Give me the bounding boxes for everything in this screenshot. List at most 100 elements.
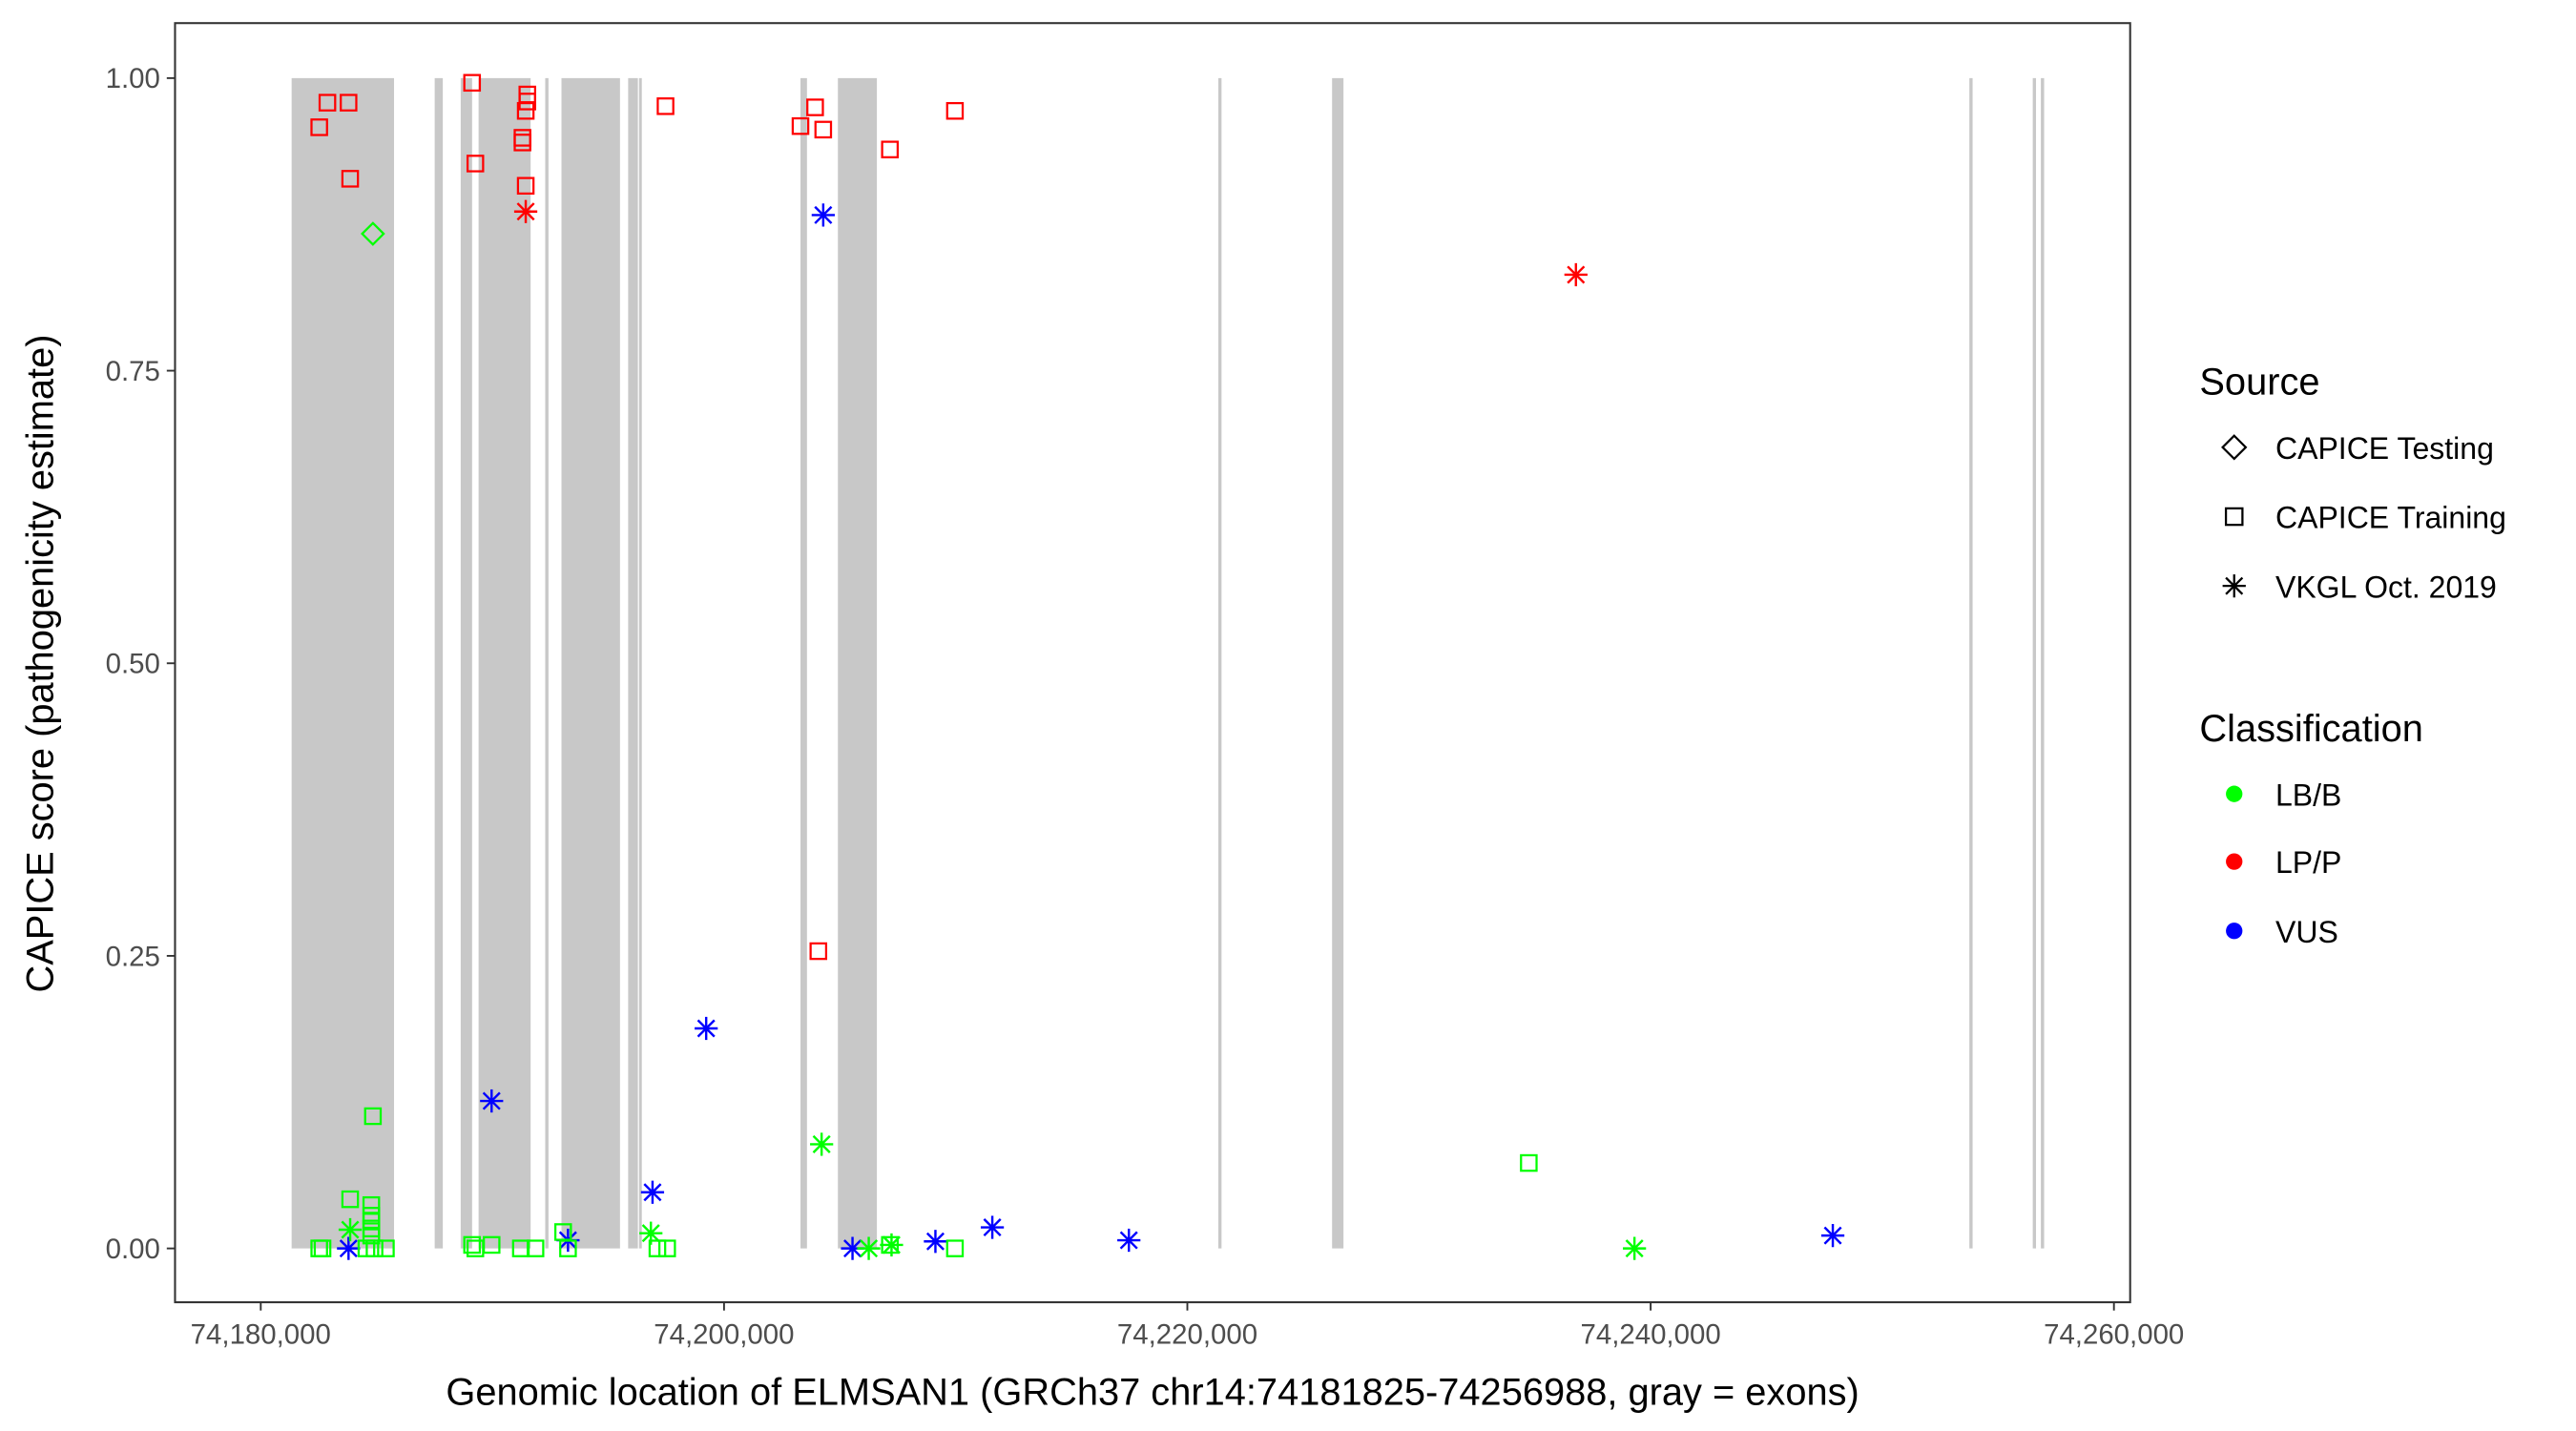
y-tick-label: 0.25 — [106, 941, 160, 972]
vkgl-asterisk-point — [980, 1215, 1005, 1239]
y-axis-title: CAPICE score (pathogenicity estimate) — [19, 335, 61, 993]
green-dot-icon — [2226, 785, 2243, 802]
x-tick-label: 74,220,000 — [1117, 1318, 1257, 1350]
exon-band — [460, 77, 472, 1249]
exon-bands — [291, 77, 2045, 1249]
asterisk-icon — [2222, 574, 2246, 598]
exon-band — [2032, 77, 2037, 1249]
training-square-point — [466, 155, 485, 173]
training-square-point — [881, 140, 900, 158]
training-square-point — [881, 1235, 900, 1255]
training-square-point — [365, 1239, 384, 1257]
training-square-point — [313, 1239, 332, 1257]
x-tick-label: 74,180,000 — [191, 1318, 331, 1350]
y-axis: 0.00 0.25 0.50 0.75 1.00 — [106, 63, 176, 1265]
training-square-point — [341, 1190, 360, 1209]
training-square-point — [945, 1239, 965, 1257]
vkgl-asterisk-point — [338, 1217, 363, 1242]
vkgl-asterisk-point — [1623, 1236, 1647, 1260]
x-tick-label: 74,260,000 — [2044, 1318, 2184, 1350]
exon-band — [291, 77, 395, 1249]
vkgl-asterisk-point — [857, 1236, 881, 1260]
training-square-point — [318, 93, 337, 112]
legend-label: CAPICE Training — [2275, 501, 2506, 535]
legend-label: LP/P — [2275, 845, 2341, 880]
exon-band — [1969, 77, 1973, 1249]
exon-band — [638, 77, 642, 1249]
exon-band — [561, 77, 620, 1249]
training-square-point — [945, 101, 965, 120]
x-axis: 74,180,000 74,200,000 74,220,000 74,240,000… — [191, 1302, 2184, 1350]
exon-band — [628, 77, 638, 1249]
legend-label: VUS — [2275, 915, 2338, 949]
training-square-point — [340, 93, 358, 112]
training-square-point — [364, 1107, 383, 1126]
testing-diamond-point — [361, 221, 385, 246]
training-square-point — [656, 97, 675, 115]
training-square-point — [1520, 1153, 1538, 1172]
training-square-point — [463, 73, 482, 93]
legend-item-capice-testing: CAPICE Testing — [2221, 431, 2494, 466]
vkgl-asterisk-point — [695, 1016, 718, 1041]
training-square-point — [559, 1239, 577, 1257]
training-square-point — [814, 120, 833, 139]
y-tick-label: 0.75 — [106, 356, 160, 387]
training-square-point — [518, 85, 536, 104]
legend-item-lb-b: LB/B — [2226, 778, 2341, 812]
training-square-point — [806, 98, 824, 116]
training-square-point — [809, 942, 828, 961]
legend: Source CAPICE Testing CAPICE Training VK… — [2199, 362, 2506, 949]
legend-item-vus: VUS — [2226, 915, 2338, 949]
vkgl-asterisk-point — [337, 1236, 361, 1260]
exon-band — [545, 77, 549, 1249]
training-square-point — [310, 118, 328, 136]
vkgl-asterisk-point — [1117, 1228, 1141, 1253]
red-dot-icon — [2226, 853, 2243, 870]
exon-band — [434, 77, 444, 1249]
training-square-point — [516, 176, 535, 195]
y-tick-label: 1.00 — [106, 63, 160, 94]
exon-band — [800, 77, 807, 1249]
exon-band — [1332, 77, 1344, 1249]
x-tick-label: 74,240,000 — [1580, 1318, 1720, 1350]
legend-title-classification: Classification — [2199, 708, 2422, 750]
training-square-point — [791, 116, 810, 135]
legend-item-lp-p: LP/P — [2226, 845, 2341, 880]
training-square-point — [463, 1235, 482, 1255]
exon-band — [478, 77, 531, 1249]
exon-band — [838, 77, 878, 1249]
legend-title-source: Source — [2199, 362, 2319, 404]
exon-band — [1217, 77, 1222, 1249]
legend-item-capice-training: CAPICE Training — [2224, 501, 2506, 535]
legend-label: CAPICE Testing — [2275, 431, 2494, 466]
training-square-point — [526, 1239, 545, 1257]
x-axis-title: Genomic location of ELMSAN1 (GRCh37 chr1… — [446, 1371, 1859, 1413]
training-square-point — [362, 1226, 381, 1245]
legend-item-vkgl: VKGL Oct. 2019 — [2222, 570, 2497, 604]
blue-dot-icon — [2226, 923, 2243, 940]
legend-label: LB/B — [2275, 778, 2341, 812]
vkgl-asterisk-point — [513, 199, 538, 223]
training-square-point — [483, 1235, 501, 1255]
training-square-point — [658, 1239, 676, 1257]
y-tick-label: 0.00 — [106, 1234, 160, 1265]
square-icon — [2224, 507, 2244, 527]
training-square-point — [341, 170, 360, 188]
legend-label: VKGL Oct. 2019 — [2275, 570, 2497, 604]
x-tick-label: 74,200,000 — [654, 1318, 794, 1350]
vkgl-asterisk-point — [924, 1230, 947, 1254]
vkgl-asterisk-point — [1564, 262, 1588, 287]
data-points — [310, 73, 1845, 1260]
diamond-icon — [2221, 434, 2248, 461]
exon-band — [2041, 77, 2045, 1249]
training-square-point — [377, 1239, 395, 1257]
training-square-point — [513, 129, 531, 147]
vkgl-asterisk-point — [639, 1221, 663, 1245]
vkgl-asterisk-point — [480, 1089, 504, 1113]
vkgl-asterisk-point — [640, 1180, 665, 1204]
vkgl-asterisk-point — [810, 1132, 834, 1156]
vkgl-asterisk-point — [1820, 1224, 1845, 1248]
y-tick-label: 0.50 — [106, 649, 160, 680]
training-square-point — [648, 1239, 667, 1257]
